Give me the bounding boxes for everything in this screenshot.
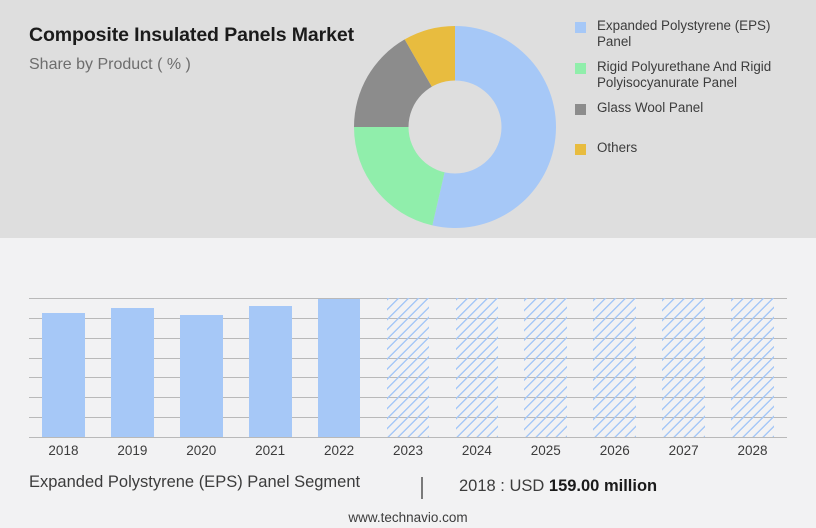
x-axis-label: 2018 — [48, 443, 79, 458]
legend: Expanded Polystyrene (EPS) Panel Rigid P… — [575, 14, 810, 174]
footer-value-prefix: 2018 : USD — [459, 477, 549, 495]
bar-historic[interactable] — [179, 314, 223, 437]
legend-item-eps[interactable]: Expanded Polystyrene (EPS) Panel — [575, 18, 797, 49]
legend-item-others[interactable]: Others — [575, 140, 797, 156]
x-axis-label: 2025 — [530, 443, 561, 458]
footer: Expanded Polystyrene (EPS) Panel Segment… — [0, 470, 816, 528]
bar-chart-panel: 2018 2019 2020 2021 2022 2023 2024 2025 2026 2027… — [0, 238, 816, 528]
legend-item-rigid-polyurethane[interactable]: Rigid Polyurethane And Rigid Polyisocyan… — [575, 59, 797, 90]
donut-chart-svg — [354, 26, 556, 228]
x-axis-label: 2027 — [668, 443, 699, 458]
donut-chart — [354, 26, 556, 228]
legend-label-others: Others — [597, 140, 638, 155]
donut-chart-panel: Composite Insulated Panels Market Share … — [0, 0, 816, 238]
footer-url: www.technavio.com — [348, 510, 468, 525]
footer-value-amount: 159.00 million — [548, 477, 658, 495]
bar-forecast[interactable] — [662, 298, 705, 437]
x-axis-label: 2020 — [186, 443, 217, 458]
page-subtitle: Share by Product ( % ) — [29, 56, 191, 73]
bar-forecast[interactable] — [593, 298, 637, 437]
legend-swatch-eps — [575, 22, 586, 33]
bar-historic[interactable] — [111, 307, 154, 437]
legend-swatch-others — [575, 144, 586, 155]
x-axis-label: 2023 — [392, 443, 423, 458]
page-title: Composite Insulated Panels Market — [29, 24, 355, 46]
title-block: Composite Insulated Panels Market Share … — [29, 22, 359, 75]
footer-segment-label: Expanded Polystyrene (EPS) Panel Segment — [29, 473, 361, 491]
bar-chart-plot-area: 2018 2019 2020 2021 2022 2023 2024 2025 2026 2027… — [29, 298, 787, 458]
legend-item-glass-wool[interactable]: Glass Wool Panel — [575, 100, 797, 116]
legend-label-glass-wool: Glass Wool Panel — [597, 100, 704, 115]
bar-historic[interactable] — [42, 313, 85, 437]
legend-label-eps: Expanded Polystyrene (EPS) Panel — [597, 18, 771, 49]
x-axis-label: 2026 — [599, 443, 630, 458]
x-axis-label: 2022 — [324, 443, 355, 458]
legend-label-rigid-polyurethane: Rigid Polyurethane And Rigid Polyisocyan… — [597, 59, 772, 90]
bar-forecast[interactable] — [455, 298, 499, 437]
bar-forecast[interactable] — [386, 298, 430, 437]
bar-historic[interactable] — [248, 306, 292, 437]
legend-swatch-rigid-polyurethane — [575, 63, 586, 74]
x-axis-label: 2024 — [461, 443, 492, 458]
bar-forecast[interactable] — [731, 298, 774, 437]
x-axis-label: 2028 — [737, 443, 768, 458]
x-axis-label: 2021 — [255, 443, 286, 458]
footer-divider — [421, 477, 423, 499]
x-axis-label: 2019 — [117, 443, 148, 458]
donut-hole — [408, 80, 502, 174]
bar-forecast[interactable] — [524, 298, 568, 437]
gridline — [29, 437, 787, 438]
legend-swatch-glass-wool — [575, 104, 586, 115]
footer-value: 2018 : USD 159.00 million — [459, 477, 657, 496]
bar-historic[interactable] — [317, 299, 361, 437]
